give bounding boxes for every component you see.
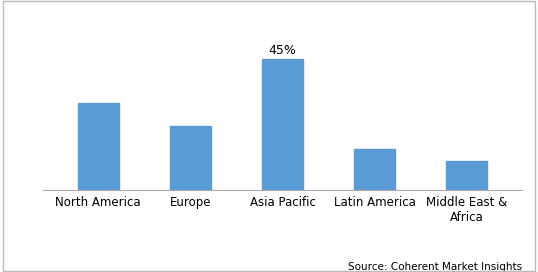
Bar bbox=[354, 150, 395, 190]
Bar bbox=[446, 161, 487, 190]
Bar bbox=[169, 126, 211, 190]
Bar bbox=[261, 59, 303, 190]
Text: Source: Coherent Market Insights: Source: Coherent Market Insights bbox=[348, 262, 522, 272]
Bar bbox=[77, 103, 119, 190]
Text: 45%: 45% bbox=[268, 45, 296, 57]
